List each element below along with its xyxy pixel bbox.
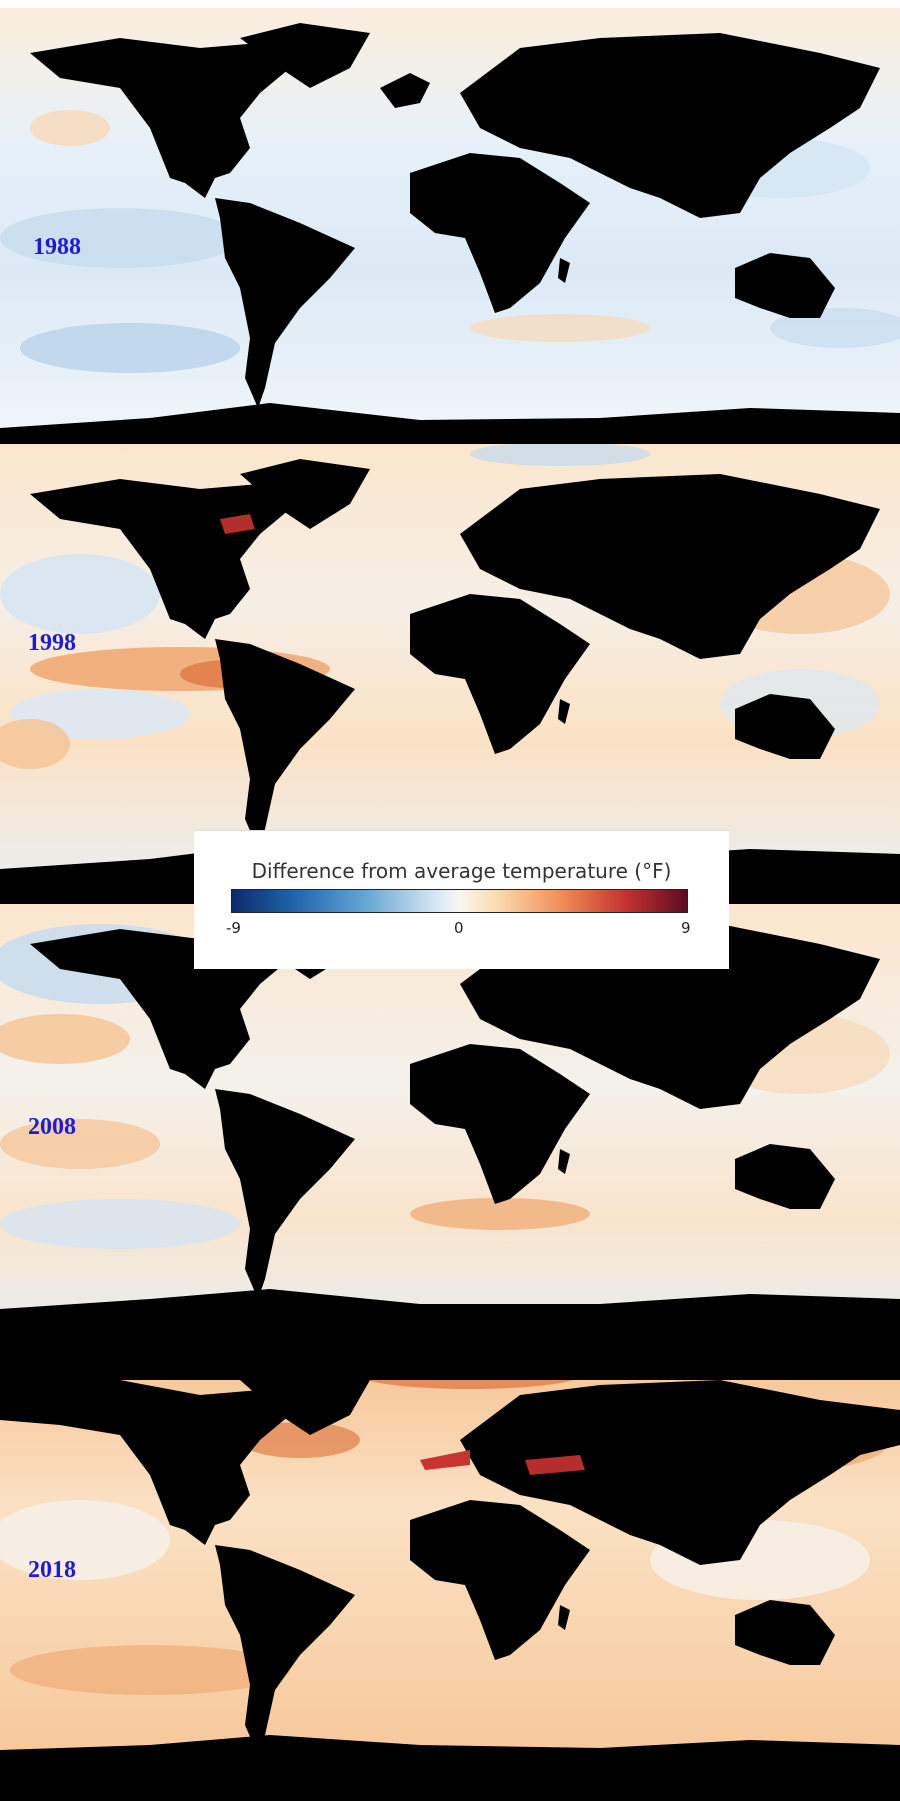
legend-min-label: -9 <box>226 919 241 937</box>
world-map-2018 <box>0 1350 900 1801</box>
map-panel-2018: 2018 <box>0 1350 900 1801</box>
legend-max-label: 9 <box>681 919 691 937</box>
year-label-2018: 2018 <box>28 1557 76 1583</box>
world-map-1998 <box>0 444 900 904</box>
year-label-1988: 1988 <box>33 234 81 260</box>
year-label-1998: 1998 <box>28 630 76 656</box>
world-map-2008 <box>0 904 900 1350</box>
legend-mid-label: 0 <box>454 919 464 937</box>
world-map-1988 <box>0 8 900 444</box>
legend-color-bar <box>231 889 688 913</box>
map-panel-1998: 1998 <box>0 444 900 904</box>
map-panel-2008: 2008 <box>0 904 900 1350</box>
map-panel-1988: 1988 <box>0 8 900 444</box>
color-legend: Difference from average temperature (°F)… <box>194 830 729 969</box>
year-label-2008: 2008 <box>28 1114 76 1140</box>
legend-title: Difference from average temperature (°F) <box>251 859 672 883</box>
